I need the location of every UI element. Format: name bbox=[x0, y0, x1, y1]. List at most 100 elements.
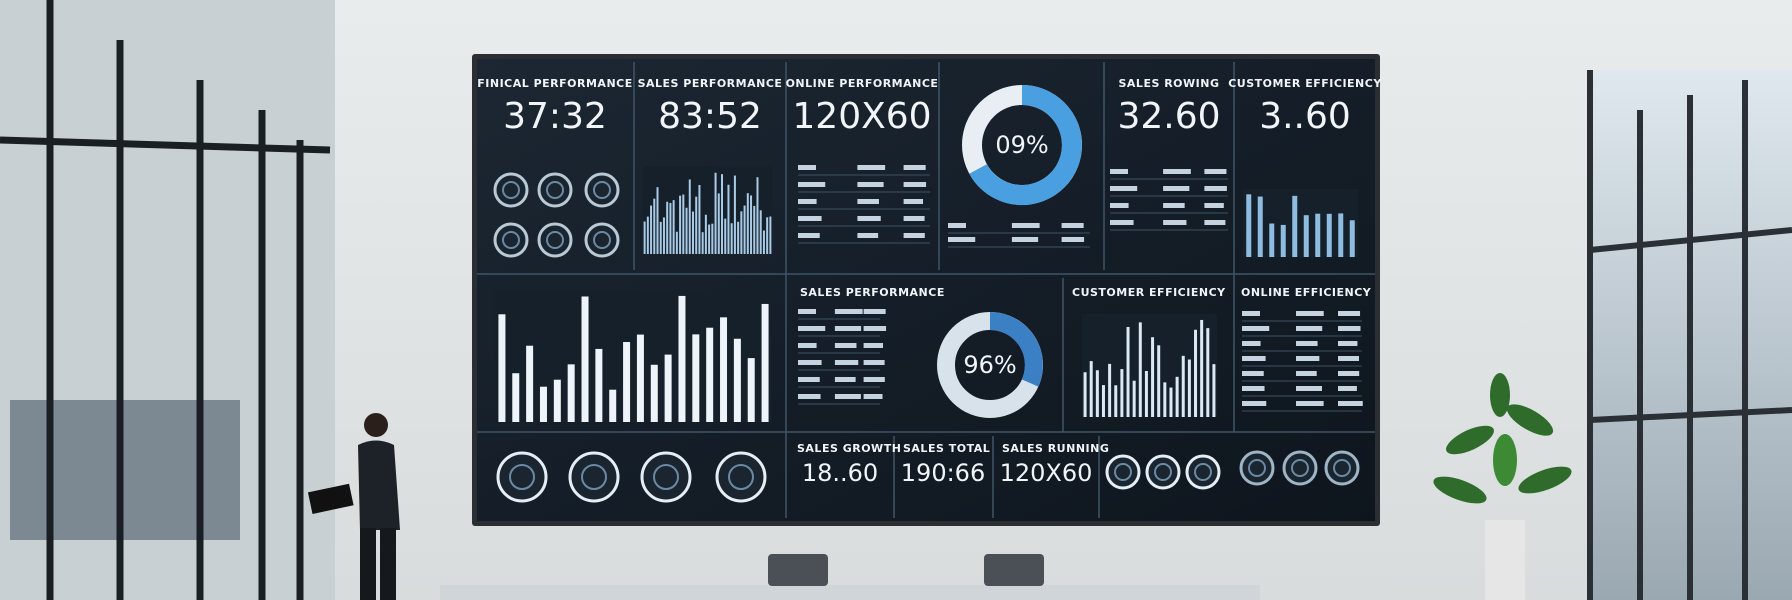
decorative-bar bbox=[650, 205, 653, 254]
decorative-bar bbox=[691, 211, 694, 254]
panel-title: SALES ROWING bbox=[1119, 77, 1220, 90]
decorative-bar bbox=[692, 334, 700, 422]
ring-icon bbox=[568, 451, 620, 503]
decorative-bar bbox=[1175, 376, 1179, 417]
table-cell bbox=[798, 394, 821, 399]
ring-icon bbox=[1185, 454, 1221, 490]
decorative-bar bbox=[666, 201, 669, 254]
ring-icon bbox=[1324, 450, 1360, 486]
table-cell bbox=[903, 165, 926, 170]
ring-inner bbox=[502, 181, 520, 199]
decorative-bar bbox=[646, 216, 649, 254]
decorative-bar bbox=[759, 210, 762, 254]
table-cell bbox=[1296, 311, 1324, 316]
table-cell bbox=[798, 377, 820, 382]
panel-title: SALES GROWTH bbox=[797, 442, 901, 455]
decorative-bar bbox=[711, 223, 714, 254]
decorative-bar bbox=[669, 202, 672, 254]
decorative-bar bbox=[659, 221, 662, 254]
table-cell bbox=[903, 199, 924, 204]
decorative-bar bbox=[682, 194, 685, 254]
decorative-bar bbox=[762, 230, 765, 254]
table-cell bbox=[1110, 186, 1138, 191]
decorative-bar bbox=[1126, 326, 1130, 417]
decorative-bar bbox=[733, 175, 736, 254]
decorative-bar bbox=[688, 179, 691, 254]
table-cell bbox=[1242, 386, 1265, 391]
decorative-bar bbox=[581, 296, 589, 422]
table-cell bbox=[1242, 371, 1264, 376]
kpi-value: 120X60 bbox=[1000, 459, 1093, 487]
chart-background bbox=[643, 166, 772, 254]
table-cell bbox=[798, 199, 817, 204]
decorative-bar bbox=[1349, 220, 1355, 257]
decorative-bar bbox=[717, 193, 720, 254]
ring-inner bbox=[1248, 459, 1266, 477]
table-cell bbox=[798, 343, 817, 348]
decorative-bar bbox=[664, 354, 672, 422]
decorative-bar bbox=[1089, 361, 1093, 417]
decorative-bar bbox=[567, 364, 575, 422]
panel-title: CUSTOMER EFFICIENCY bbox=[1072, 286, 1226, 299]
decorative-bar bbox=[675, 231, 678, 254]
ring-icon bbox=[496, 451, 548, 503]
table-cell bbox=[1163, 220, 1187, 225]
decorative-bar bbox=[662, 217, 665, 254]
plant bbox=[1433, 373, 1572, 600]
decorative-bar bbox=[761, 303, 769, 422]
chair bbox=[984, 554, 1044, 586]
ring-inner bbox=[593, 181, 611, 199]
ring-inner bbox=[1154, 463, 1172, 481]
decorative-bar bbox=[1157, 345, 1161, 417]
ring-inner bbox=[653, 464, 679, 490]
table-cell bbox=[1110, 220, 1134, 225]
decorative-bar bbox=[1187, 359, 1191, 417]
table bbox=[440, 585, 1260, 600]
decorative-bar bbox=[1101, 385, 1105, 417]
table-cell bbox=[1242, 326, 1270, 331]
decorative-bar bbox=[678, 295, 686, 422]
table-cell bbox=[1338, 371, 1360, 376]
ring-icon bbox=[493, 172, 529, 208]
decorative-bar bbox=[1292, 195, 1298, 257]
decorative-bar bbox=[1194, 329, 1198, 417]
table-cell bbox=[857, 199, 879, 204]
kpi-value: 120X60 bbox=[792, 96, 931, 137]
table-cell bbox=[798, 326, 826, 331]
ring-inner bbox=[1291, 459, 1309, 477]
table-cell bbox=[1204, 169, 1227, 174]
table-cell bbox=[1011, 237, 1039, 242]
chart-background bbox=[495, 290, 772, 422]
table-cell bbox=[1242, 311, 1260, 316]
table-cell bbox=[1163, 186, 1190, 191]
decorative-bar bbox=[1338, 213, 1344, 257]
ring-icon bbox=[493, 222, 529, 258]
decorative-bar bbox=[1200, 319, 1204, 417]
person bbox=[307, 413, 400, 600]
table-cell bbox=[834, 326, 862, 331]
decorative-bar bbox=[1257, 196, 1263, 257]
decorative-bar bbox=[1212, 364, 1216, 417]
table-cell bbox=[863, 309, 886, 314]
kpi-value: 37:32 bbox=[503, 96, 607, 137]
decorative-bar bbox=[636, 334, 644, 422]
decorative-bar bbox=[1151, 337, 1155, 417]
table-cell bbox=[834, 360, 859, 365]
ring-inner bbox=[728, 464, 754, 490]
ring-inner bbox=[509, 464, 535, 490]
ring-inner bbox=[1194, 463, 1212, 481]
decorative-bar bbox=[685, 207, 688, 254]
table-cell bbox=[798, 216, 822, 221]
panel-title: SALES PERFORMANCE bbox=[800, 286, 945, 299]
table-cell bbox=[1338, 356, 1360, 361]
table-cell bbox=[1338, 311, 1361, 316]
decorative-bar bbox=[1108, 363, 1112, 417]
decorative-bar bbox=[720, 317, 728, 422]
decorative-bar bbox=[737, 221, 740, 254]
table-cell bbox=[834, 377, 856, 382]
table-cell bbox=[903, 233, 925, 238]
table-cell bbox=[834, 394, 861, 399]
decorative-bar bbox=[747, 358, 755, 422]
chair bbox=[768, 554, 828, 586]
